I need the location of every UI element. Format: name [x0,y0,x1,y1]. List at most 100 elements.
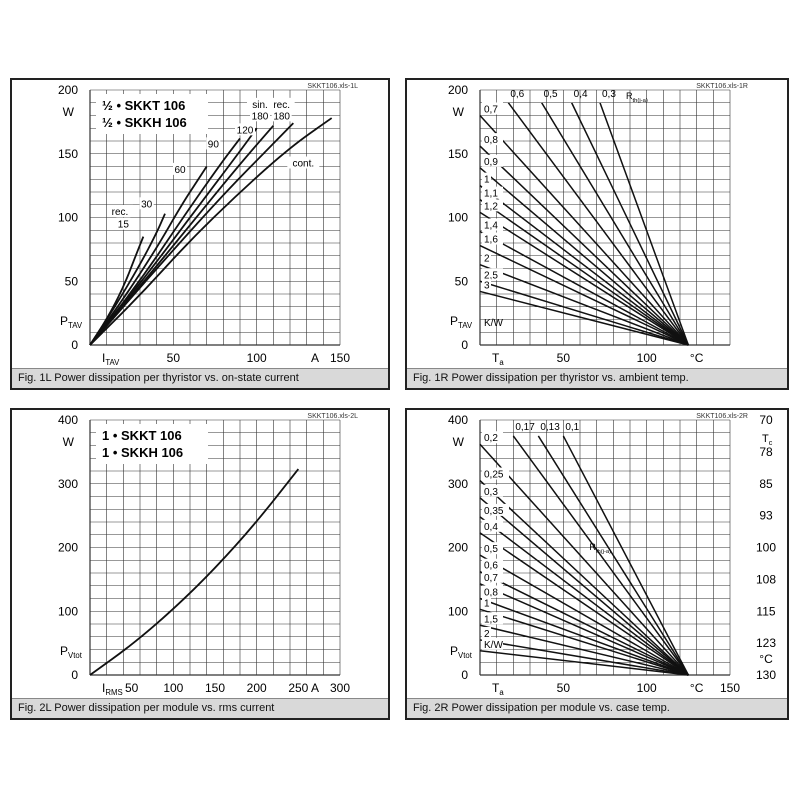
series-label: 1 [484,175,490,186]
y-axis-label: PTAV [450,314,473,330]
series-label: 0,5 [484,544,498,555]
chart-caption-2l: Fig. 2L Power dissipation per module vs.… [12,698,388,718]
series-line [479,263,689,346]
series-label-bg [482,484,503,497]
right-axis-tick: 70 [759,413,773,427]
series-line [562,435,689,676]
y-tick-label: 50 [455,274,469,288]
series-annotation: rec. [112,207,129,218]
x-tick-label: 250 [288,681,308,695]
series-label: 0,2 [484,433,498,444]
series-label: 1,6 [484,235,498,246]
series-label-bg [482,133,503,146]
series-line [479,244,689,346]
series-line [541,102,689,346]
series-label: 2 [484,254,490,265]
right-axis-tick: 85 [759,477,773,491]
series-label: K/W [484,640,503,651]
series-label: 0,5 [544,89,558,100]
y-axis-label: PTAV [60,314,83,330]
chart-caption-1l: Fig. 1L Power dissipation per thyristor … [12,368,388,388]
series-line [479,532,689,676]
x-tick-label: 50 [125,681,139,695]
rth-label: Rth(j-a) [589,542,611,555]
x-tick-label: 100 [247,351,267,365]
series-label-bg [482,278,491,291]
annotation-bg [206,137,221,150]
series-label-bg [482,232,503,245]
x-tick-label: 200 [247,681,267,695]
series-label-bg [482,186,503,199]
series-label: 1,5 [484,614,498,625]
series-label: 1,4 [484,221,498,232]
series-line [479,443,689,676]
y-tick-label: 400 [448,413,468,427]
annotation-bg [271,109,292,122]
right-axis-tick: 78 [759,445,773,459]
annotation-bg [139,197,154,210]
series-label-bg [482,570,503,583]
y-tick-label: 0 [461,338,468,352]
series-label-bg [482,154,503,167]
series-line [479,497,689,676]
file-id-label: SKKT106.xls-2R [696,413,748,420]
series-line [512,435,689,676]
y-tick-label: 100 [448,211,468,225]
series-label: 0,7 [484,573,498,584]
y-axis-label: PVtot [60,644,83,660]
series-label-bg [482,542,503,555]
x-tick-label: 150 [205,681,225,695]
chart-1l: SKKT106.xls-1L 50 100 150 200 0 50 100 150 W PTAV I… [58,83,358,367]
y-tick-label: 300 [448,477,468,491]
series-label: 0,7 [484,105,498,116]
series-label-bg [482,612,503,625]
series-line [479,114,689,346]
x-tick-label: 150 [720,681,740,695]
series-label: 0,6 [484,561,498,572]
y-unit-label: W [453,105,465,119]
series-line [479,639,689,676]
series-label: 1,2 [484,201,498,212]
series-label: 0,25 [484,470,504,481]
series-label: 0,1 [565,422,579,433]
annotation-bg [107,204,133,217]
series-line [537,435,689,676]
series-label: 0,4 [574,89,588,100]
rth-label: Rth(j-a) [626,91,648,104]
right-axis-tick: 108 [756,572,776,586]
right-axis-tick: 115 [756,604,775,618]
series-line [479,624,689,676]
series-line [507,102,689,346]
series-line [479,211,689,346]
x-unit-label: A [311,351,319,365]
y-tick-label: 400 [58,413,78,427]
x-axis-label: Ta [492,351,504,367]
y-tick-label: 150 [58,147,78,161]
series-line [570,102,690,346]
series-line [479,608,689,676]
series-label: 0,9 [484,157,498,168]
y-tick-label: 100 [448,604,468,618]
right-axis-tick: 130 [756,668,776,682]
series-line [479,230,689,346]
series-line [479,199,689,346]
series-annotation: 30 [141,199,153,210]
chart-2l: SKKT106.xls-2L 100 200 300 400 0 50 100 150 200 25… [58,413,358,697]
y-tick-label: 200 [58,83,78,97]
series-line [89,166,208,346]
series-label: 0,6 [510,89,524,100]
y-tick-label: 150 [448,147,468,161]
rth-unit-label: K/W [484,318,503,329]
series-annotation: 15 [118,220,130,231]
y-tick-label: 0 [461,668,468,682]
chart-panel-2r: SKKT106.xls-2R 100 200 300 400 0 50 100 150 W PVto… [405,408,789,720]
series-line [479,480,689,676]
series-label: 2 [484,629,490,640]
y-tick-label: 50 [65,274,79,288]
file-id-label: SKKT106.xls-1L [307,83,358,90]
device-label: 1 • SKKH 106 [102,445,183,460]
series-label: 0,4 [484,522,498,533]
x-unit-label: A [311,681,319,695]
y-unit-label: W [63,105,75,119]
series-label-bg [482,637,503,650]
